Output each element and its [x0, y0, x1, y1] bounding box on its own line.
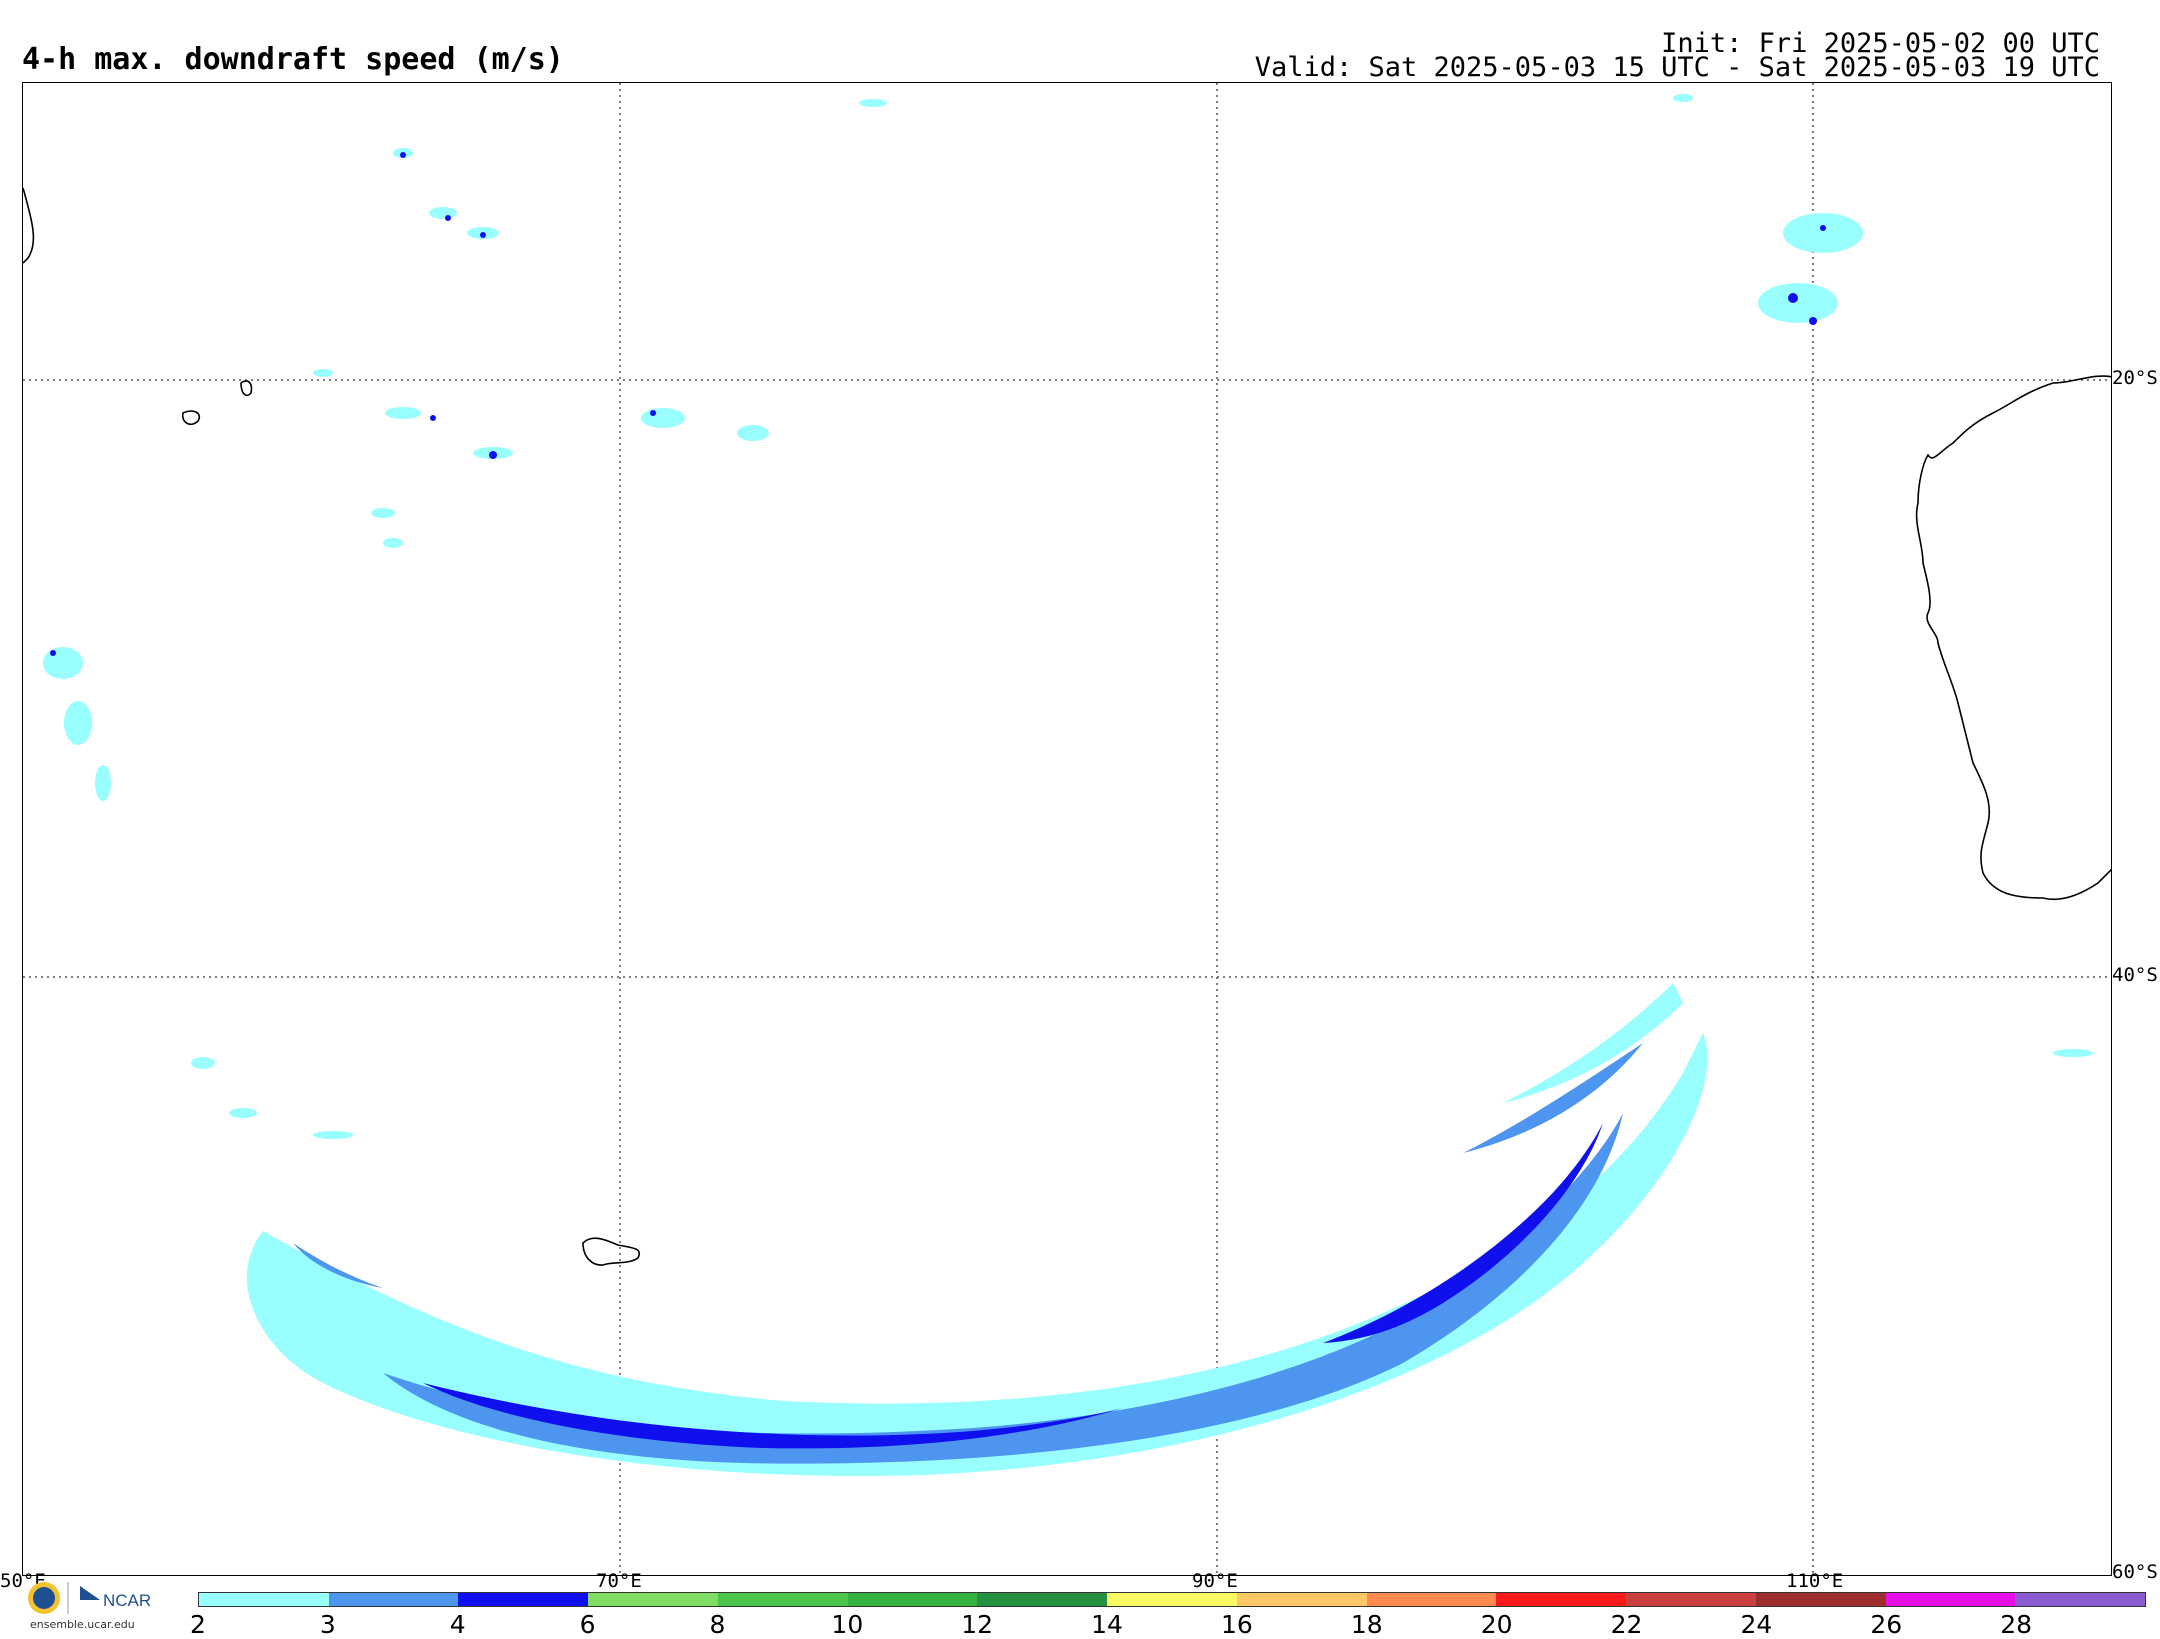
madagascar-coast [23, 187, 35, 264]
colorbar-tick-16: 16 [1221, 1610, 1253, 1639]
lon-label-90e: 90°E [1192, 1570, 1238, 1592]
lon-label-110e: 110°E [1786, 1570, 1844, 1592]
colorbar-tick-18: 18 [1350, 1610, 1383, 1639]
valid-time: Valid: Sat 2025-05-03 15 UTC - Sat 2025-… [1254, 52, 2100, 83]
colorbar-tick-10: 10 [831, 1610, 864, 1639]
map-panel[interactable] [22, 82, 2112, 1576]
colorbar-swatch-1 [328, 1593, 459, 1606]
colorbar-tick-8: 8 [709, 1610, 726, 1639]
ncar-label: NCAR [103, 1591, 152, 1610]
colorbar-swatch-12 [1755, 1593, 1886, 1606]
colorbar-tick-14: 14 [1091, 1610, 1123, 1639]
colorbar-swatch-7 [1107, 1593, 1237, 1606]
colorbar-swatch-8 [1236, 1593, 1367, 1606]
map-canvas [23, 83, 2111, 1575]
colorbar-swatch-14 [2015, 1593, 2146, 1606]
lat-label-40s: 40°S [2112, 964, 2158, 986]
lat-label-20s: 20°S [2112, 367, 2158, 389]
lat-label-60s: 60°S [2112, 1561, 2158, 1583]
graticule [23, 83, 2111, 1575]
scattered-cells [43, 94, 2093, 1139]
colorbar [198, 1592, 2146, 1607]
map-title: 4-h max. downdraft speed (m/s) [22, 42, 564, 77]
colorbar-swatch-3 [588, 1593, 718, 1606]
island-reunion [181, 410, 201, 425]
colorbar-tick-26: 26 [1870, 1610, 1903, 1639]
colorbar-swatch-2 [458, 1593, 589, 1606]
colorbar-tick-20: 20 [1480, 1610, 1513, 1639]
colorbar-swatch-9 [1366, 1593, 1497, 1606]
scattered-cells-strong [50, 152, 1826, 656]
colorbar-tick-4: 4 [449, 1610, 466, 1639]
colorbar-swatch-13 [1885, 1593, 2016, 1606]
coastlines [23, 187, 2111, 1266]
colorbar-swatch-0 [199, 1593, 329, 1606]
colorbar-swatch-6 [977, 1593, 1108, 1606]
colorbar-tick-22: 22 [1610, 1610, 1643, 1639]
colorbar-swatch-5 [847, 1593, 978, 1606]
site-url: ensemble.ucar.edu [30, 1618, 135, 1631]
downdraft-band [246, 983, 1708, 1477]
colorbar-swatch-10 [1496, 1593, 1627, 1606]
australia-coast [1915, 375, 2111, 901]
init-time: Init: Fri 2025-05-02 00 UTC [1661, 28, 2100, 59]
colorbar-tick-28: 28 [2000, 1610, 2033, 1639]
island-mauritius [240, 380, 253, 397]
colorbar-tick-12: 12 [961, 1610, 994, 1639]
colorbar-tick-24: 24 [1740, 1610, 1773, 1639]
colorbar-swatch-4 [717, 1593, 848, 1606]
colorbar-tick-2: 2 [190, 1610, 206, 1639]
colorbar-tick-3: 3 [319, 1610, 336, 1639]
lon-label-70e: 70°E [596, 1570, 642, 1592]
nsf-ncar-logo [28, 1582, 100, 1614]
colorbar-swatch-11 [1626, 1593, 1756, 1606]
colorbar-tick-6: 6 [579, 1610, 596, 1639]
kerguelen-coast [582, 1237, 640, 1266]
